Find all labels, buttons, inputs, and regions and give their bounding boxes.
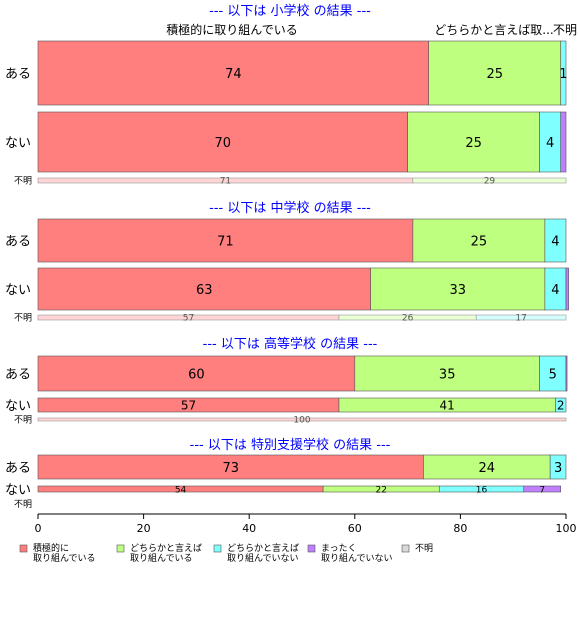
data-label: 54 [175, 485, 187, 495]
data-label: 26 [402, 314, 414, 324]
bar-segment [560, 40, 567, 106]
data-label: 29 [484, 177, 496, 187]
top-label-2: どちらかと言えば取... [434, 23, 553, 37]
x-tick-label: 0 [35, 522, 42, 535]
bar-segment [565, 355, 568, 392]
x-tick-label: 20 [137, 522, 151, 535]
row-label: 不明 [14, 499, 32, 510]
data-label: 100 [293, 416, 310, 426]
legend-label: どちらかと言えば [227, 542, 299, 554]
data-label: 22 [375, 485, 386, 495]
bar-segment [37, 40, 430, 106]
panel-title: --- 以下は 小学校 の結果 --- [209, 3, 371, 19]
data-label: 35 [439, 367, 456, 382]
bar-segment [555, 397, 567, 413]
top-label-3: 不明 [553, 23, 577, 37]
legend-swatch [116, 544, 125, 553]
legend-label: 取り組んでいる [130, 552, 193, 564]
data-label: 24 [479, 461, 496, 476]
data-label: 57 [183, 314, 194, 324]
legend-label: 取り組んでいる [33, 552, 96, 564]
data-label: 17 [515, 314, 526, 324]
data-label: 5 [549, 367, 557, 382]
row-label: ない [5, 483, 31, 498]
legend-label: 不明 [415, 543, 433, 554]
bar-segment [412, 218, 546, 263]
data-label: 7 [539, 485, 545, 495]
row-label: ある [5, 67, 31, 82]
row-label: ある [5, 235, 31, 250]
row-label: ない [5, 399, 31, 414]
data-label: 41 [440, 399, 455, 413]
bar-segment [37, 355, 356, 392]
bar-segment [412, 177, 567, 184]
data-label: 74 [225, 67, 242, 82]
x-tick-label: 100 [556, 522, 577, 535]
data-label: 60 [188, 367, 205, 382]
bar-segment [560, 111, 567, 173]
data-label: 57 [181, 399, 196, 413]
panel-title: --- 以下は 高等学校 の結果 --- [203, 336, 378, 352]
legend-label: 取り組んでいない [321, 552, 393, 564]
data-label: 25 [465, 136, 482, 151]
row-label: ある [5, 461, 31, 476]
data-label: 71 [217, 234, 234, 249]
bar-segment [539, 355, 567, 392]
row-label: 不明 [14, 313, 32, 324]
legend-label: 積極的に [33, 542, 69, 554]
panel-title: --- 以下は 特別支援学校 の結果 --- [190, 437, 391, 453]
x-tick-label: 40 [242, 522, 256, 535]
legend-swatch [19, 544, 28, 553]
bar-segment [565, 267, 569, 311]
data-label: 4 [546, 136, 554, 151]
data-label: 25 [471, 234, 488, 249]
bar-segment [354, 355, 540, 392]
legend-swatch [307, 544, 316, 553]
data-label: 73 [222, 461, 239, 476]
x-tick-label: 60 [348, 522, 362, 535]
data-label: 2 [557, 399, 565, 413]
bar-segment [549, 454, 567, 480]
data-label: 70 [215, 136, 232, 151]
top-label-1: 積極的に取り組んでいる [166, 22, 297, 37]
row-label: ない [5, 283, 31, 298]
data-label: 3 [554, 461, 562, 476]
legend-label: 取り組んでいない [227, 552, 299, 564]
row-label: ない [5, 136, 31, 151]
data-label: 16 [476, 485, 488, 495]
legend-swatch [213, 544, 222, 553]
bar-segment [475, 314, 567, 321]
bar-segment [523, 485, 562, 493]
panel-title: --- 以下は 中学校 の結果 --- [209, 200, 371, 216]
data-label: 33 [449, 283, 466, 298]
data-label: 25 [486, 67, 503, 82]
bar-segment [544, 218, 567, 263]
bar-segment [37, 417, 567, 422]
row-label: 不明 [14, 176, 32, 187]
data-label: 71 [220, 177, 231, 187]
data-label: 63 [196, 283, 213, 298]
bar-segment [428, 40, 562, 106]
legend-label: まったく [321, 543, 357, 554]
row-label: ある [5, 368, 31, 383]
x-tick-label: 80 [453, 522, 467, 535]
row-label: 不明 [14, 415, 32, 426]
bar-segment [37, 267, 371, 311]
legend-label: どちらかと言えば [130, 542, 202, 554]
data-label: 4 [551, 234, 559, 249]
data-label: 4 [551, 283, 559, 298]
bar-segment [37, 454, 424, 480]
legend-swatch [401, 544, 410, 553]
bar-segment [407, 111, 540, 173]
data-label: 1 [559, 67, 567, 82]
bar-segment [423, 454, 551, 480]
